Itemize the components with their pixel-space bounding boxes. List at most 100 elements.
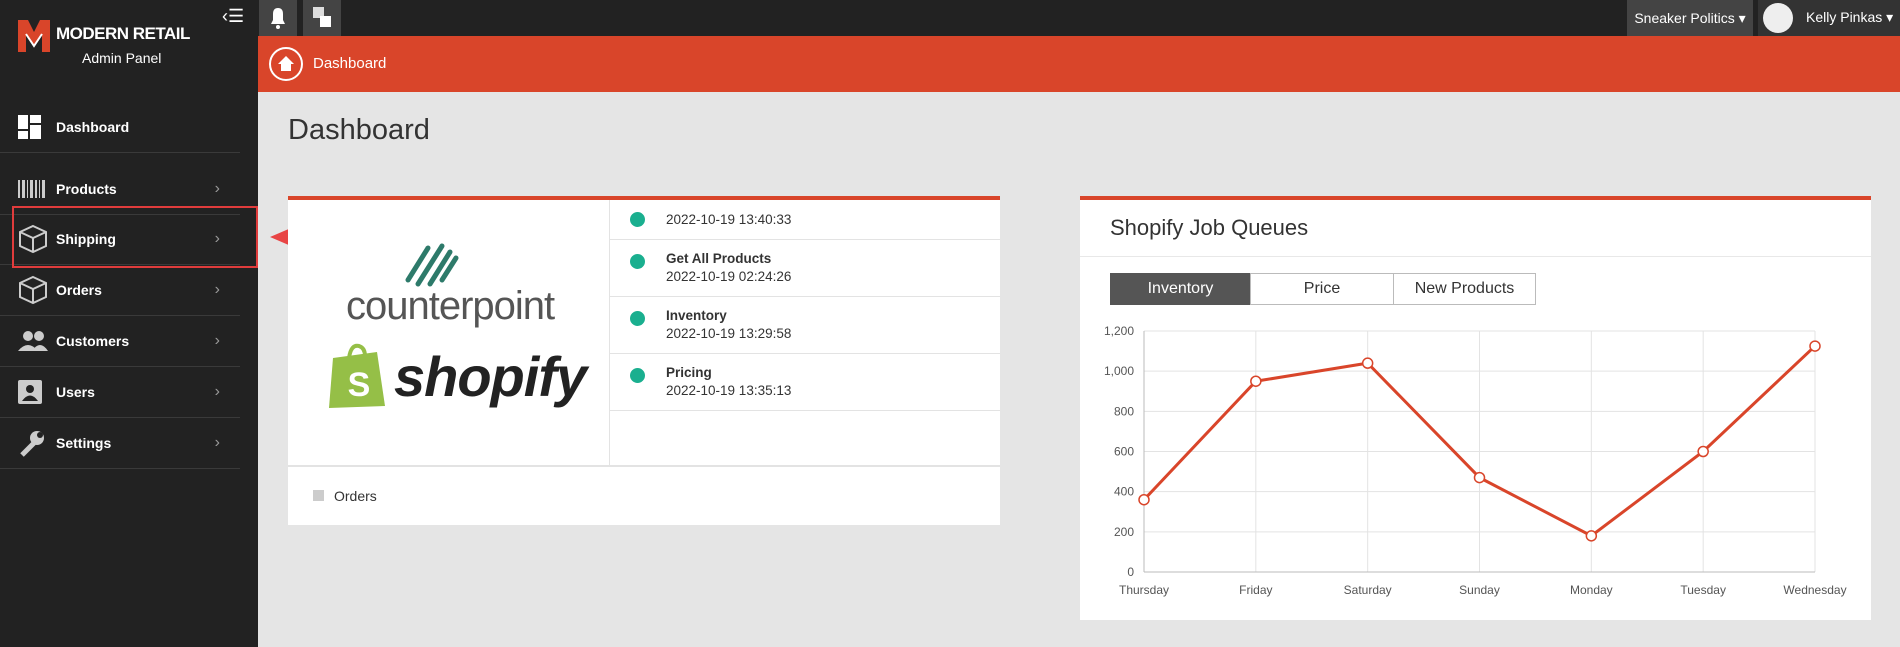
breadcrumb-bar: Dashboard	[258, 36, 1900, 92]
tab-label: New Products	[1414, 280, 1515, 297]
status-dot	[630, 311, 645, 326]
status-time: 2022-10-19 13:35:13	[666, 383, 792, 398]
home-icon[interactable]	[268, 46, 304, 82]
status-panel	[288, 196, 1000, 525]
icon	[271, 8, 285, 29]
nav-label: Products	[56, 181, 117, 197]
status-dot	[630, 212, 645, 227]
tab[interactable]: New Products	[1393, 273, 1536, 305]
y-tick-label: 0	[1127, 565, 1134, 579]
brand-subtitle: Admin Panel	[82, 50, 162, 66]
status-row: 2022-10-19 13:40:33	[609, 200, 1000, 240]
divider	[1080, 256, 1871, 257]
point	[1138, 493, 1150, 506]
nav-label: Orders	[56, 282, 102, 298]
x-tick-label: Wednesday	[1783, 583, 1846, 597]
user-name: Kelly Pinkas	[1806, 9, 1883, 25]
svg-text:S: S	[348, 366, 371, 404]
status-time: 2022-10-19 13:40:33	[666, 212, 792, 227]
nav-item[interactable]: Orders ›	[0, 265, 240, 316]
x-tick-label: Sunday	[1459, 583, 1500, 597]
legend-swatch	[313, 490, 324, 501]
divider	[288, 465, 1000, 467]
nav-label: Users	[56, 384, 95, 400]
point	[1585, 530, 1598, 542]
chevron: ›	[214, 180, 220, 197]
brand: MODERN RETAIL	[56, 24, 190, 43]
nav-label: Dashboard	[56, 119, 130, 135]
nav-item[interactable]: Settings ›	[0, 418, 240, 469]
x-tick-label: Thursday	[1119, 583, 1169, 597]
store-selector[interactable]: Sneaker Politics ▾	[1627, 0, 1753, 36]
status-row: Inventory 2022-10-19 13:29:58	[609, 296, 1000, 354]
icon	[18, 180, 45, 198]
icon	[313, 7, 331, 27]
highlight-box	[12, 206, 258, 268]
chevron: ›	[214, 383, 220, 400]
nav-item[interactable]: Users ›	[0, 367, 240, 418]
y-tick-label: 200	[1114, 525, 1134, 539]
job-queues-panel	[1080, 196, 1871, 620]
nav-label: Shipping	[56, 231, 116, 247]
divider	[609, 200, 610, 465]
status-time: 2022-10-19 13:29:58	[666, 326, 792, 341]
tab-label: Price	[1303, 280, 1341, 297]
icon	[18, 331, 48, 351]
point	[1250, 375, 1262, 387]
status-label: Get All Products	[666, 251, 772, 266]
nav-item[interactable]: Customers ›	[0, 316, 240, 367]
chart-title: Shopify Job Queues	[1110, 215, 1309, 240]
nav-item[interactable]: Dashboard	[0, 102, 240, 153]
legend-label: Orders	[334, 488, 377, 504]
y-tick-label: 800	[1114, 404, 1134, 418]
tab[interactable]: Price	[1250, 273, 1394, 305]
chevron: ›	[214, 281, 220, 298]
status-dot	[630, 368, 645, 383]
chevron: ›	[214, 332, 220, 349]
point	[1809, 340, 1821, 352]
icon	[18, 115, 41, 139]
nav-label: Settings	[56, 435, 112, 451]
nav-item[interactable]: Shipping ›	[0, 214, 240, 265]
chevron: ›	[214, 230, 220, 247]
point	[1697, 445, 1709, 458]
y-tick-label: 1,000	[1104, 364, 1134, 378]
nav-item[interactable]: Products ›	[0, 164, 240, 215]
chevron: ›	[214, 434, 220, 451]
status-row: Get All Products 2022-10-19 02:24:26	[609, 239, 1000, 297]
status-dot	[630, 254, 645, 269]
status-label: Pricing	[666, 365, 712, 380]
x-tick-label: Friday	[1239, 583, 1272, 597]
notification-button[interactable]	[259, 0, 297, 36]
translate-button[interactable]	[303, 0, 341, 36]
y-tick-label: 400	[1114, 485, 1134, 499]
counterpoint-mark	[405, 243, 459, 287]
avatar	[1763, 3, 1793, 33]
shopify-logo: shopify	[394, 345, 587, 408]
point	[1361, 357, 1374, 369]
line-chart: 0 200 400 600 800 1,000 1,200 Thursday Friday Sat…	[1104, 324, 1847, 597]
tab-label: Inventory	[1147, 280, 1214, 297]
tab-active[interactable]: Inventory	[1110, 273, 1251, 305]
menu-toggle[interactable]: ‹☰	[222, 6, 245, 26]
counterpoint-logo: counterpoint	[346, 284, 555, 328]
breadcrumb: Dashboard	[313, 55, 387, 72]
x-tick-label: Tuesday	[1680, 583, 1726, 597]
status-time: 2022-10-19 02:24:26	[666, 269, 792, 284]
icon	[19, 224, 47, 254]
page-title: Dashboard	[288, 114, 430, 146]
sidebar: MODERN RETAIL Admin Panel ‹☰ Dashboard P…	[0, 0, 258, 647]
y-tick-label: 1,200	[1104, 324, 1134, 338]
brand-logo	[18, 20, 50, 52]
nav-label: Customers	[56, 333, 130, 349]
user-label: Kelly Pinkas ▾	[1806, 9, 1894, 25]
shopify-bag: S	[329, 343, 385, 408]
x-tick-label: Monday	[1570, 583, 1613, 597]
topbar: Sneaker Politics ▾ Kelly Pinkas ▾	[258, 0, 1900, 36]
status-label: Inventory	[666, 308, 727, 323]
user-menu[interactable]: Kelly Pinkas ▾	[1758, 0, 1900, 36]
point	[1473, 471, 1486, 484]
y-tick-label: 600	[1114, 445, 1134, 459]
x-tick-label: Saturday	[1344, 583, 1392, 597]
